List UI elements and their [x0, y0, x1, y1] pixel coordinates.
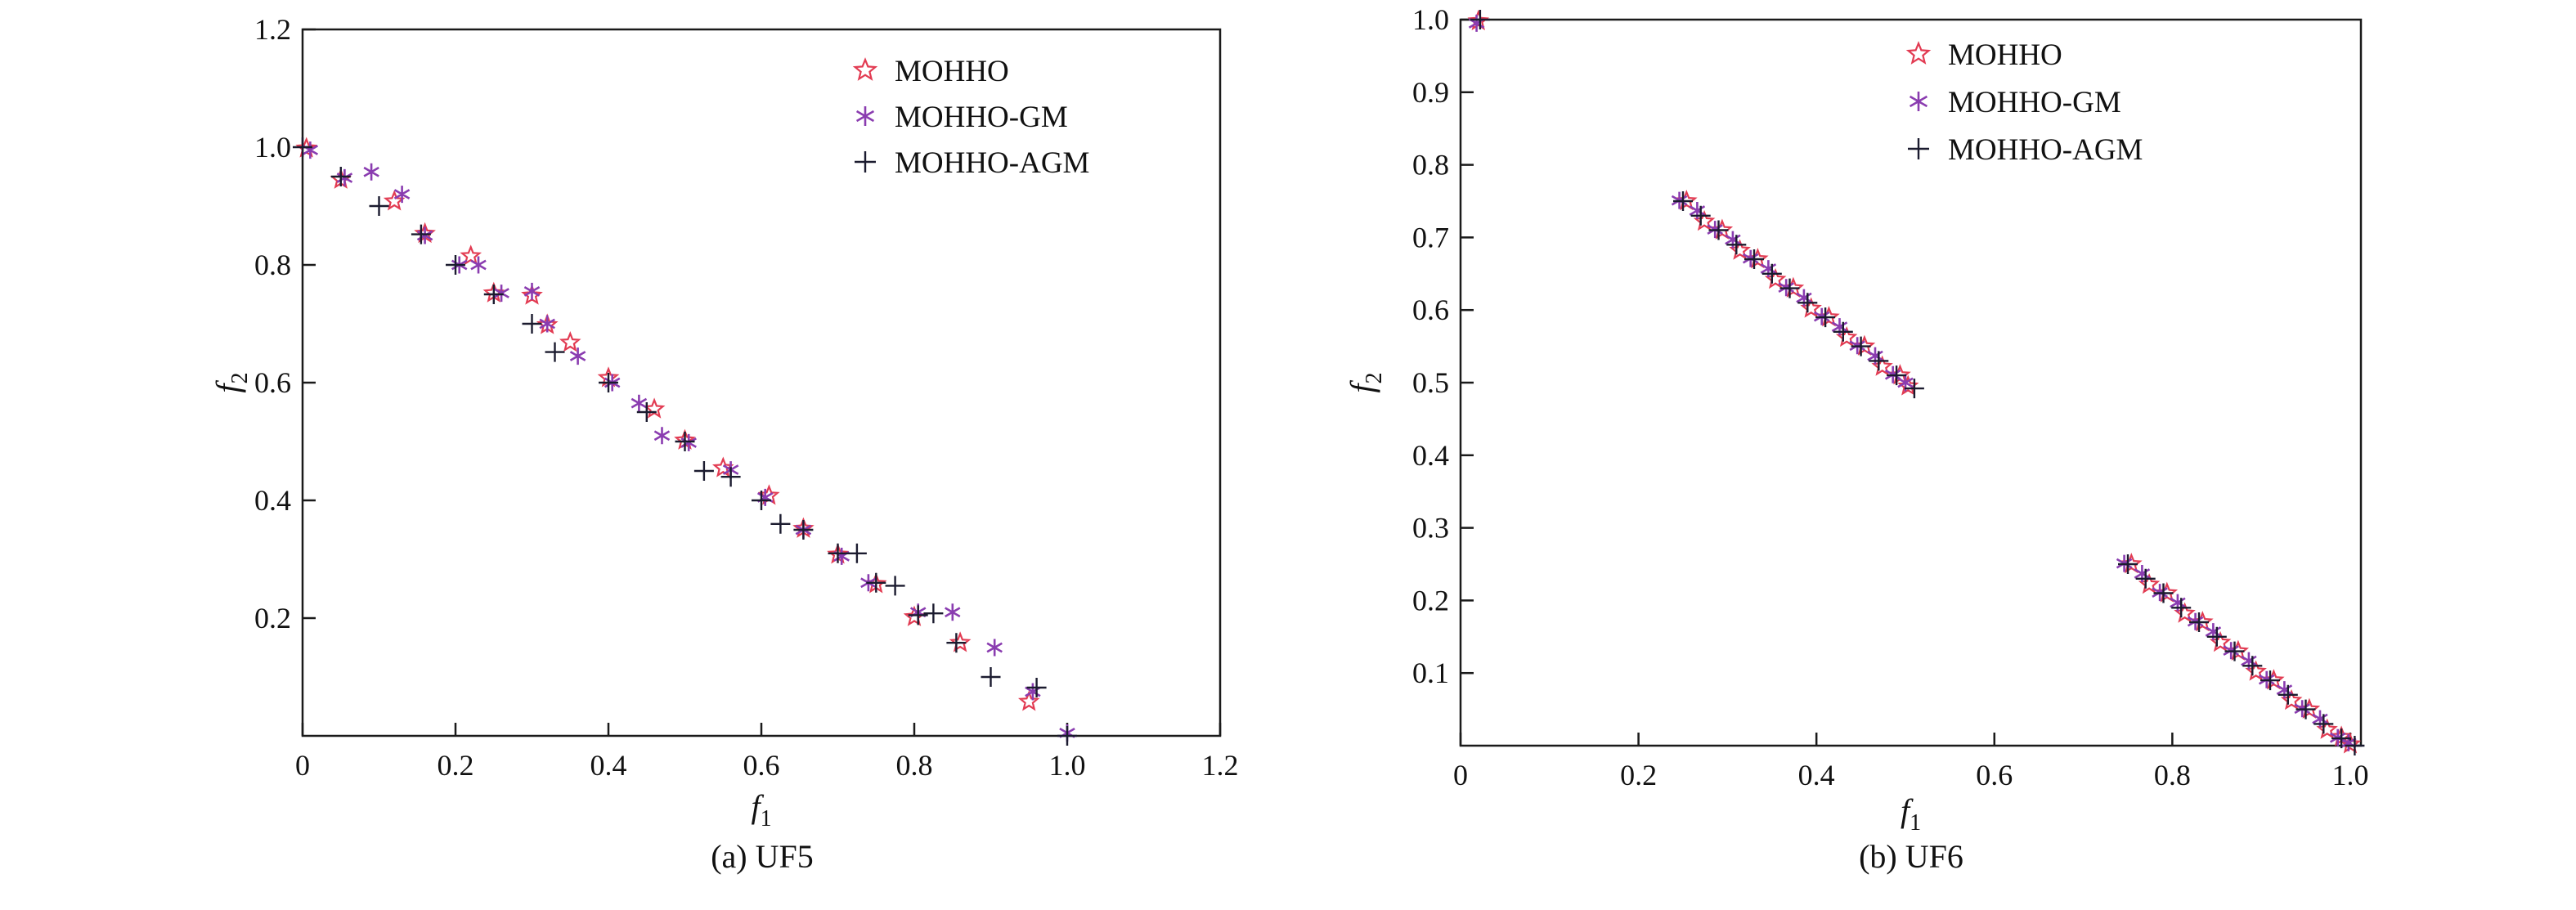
legend-marker-star-icon: [852, 57, 878, 81]
plot-area: 0 0.2 0.4 0.6 0.8 1.0 0.1 0.2 0.3 0.4 0.5 0.6 0.7 0.8…: [1344, 3, 2368, 836]
plot-frame: [301, 28, 1222, 737]
x-tick-label: 1.2: [1202, 749, 1239, 782]
y-tick-label: 0.6: [1412, 294, 1449, 326]
x-tick-label: 0.6: [1976, 759, 2013, 791]
legend: MOHHO MOHHO-GM MOHHO-AGM: [852, 55, 1089, 180]
y-tick-label: 0.1: [1412, 657, 1449, 689]
y-tick-label: 0.5: [1412, 366, 1449, 399]
y-tick-label: 0.4: [254, 484, 291, 517]
series-MOHHO: [295, 137, 1040, 711]
x-axis-label: f1: [1901, 792, 1921, 836]
x-tick-label: 1.0: [1049, 749, 1086, 782]
series-MOHHO-AGM: [293, 137, 1077, 746]
x-tick-label: 0.2: [438, 749, 474, 782]
series-MOHHO-AGM: [1470, 10, 2365, 755]
x-tick-label: 0.4: [590, 749, 627, 782]
y-tick-label: 1.0: [254, 131, 291, 164]
uf6-scatter-chart: 0 0.2 0.4 0.6 0.8 1.0 0.1 0.2 0.3 0.4 0.5 0.6 0.7 0.8…: [1344, 3, 2368, 836]
x-tick-label: 1.0: [2331, 759, 2368, 791]
y-tick-label: 0.3: [1412, 512, 1449, 545]
legend-marker-asterisk-icon: [1909, 92, 1928, 111]
legend-label: MOHHO-AGM: [1948, 133, 2143, 167]
y-tick-label: 0.7: [1412, 221, 1449, 253]
legend-label: MOHHO-AGM: [895, 146, 1089, 180]
y-tick-label: 1.2: [254, 13, 291, 46]
legend-marker-star-icon: [1905, 41, 1932, 65]
y-tick-label: 0.2: [254, 602, 291, 634]
y-tick-label: 1.0: [1412, 3, 1449, 36]
x-tick-label: 0.4: [1798, 759, 1835, 791]
legend-label: MOHHO: [895, 55, 1009, 88]
y-axis-label: f2: [209, 372, 253, 392]
y-tick-label: 0.6: [254, 366, 291, 399]
y-tick-label: 0.8: [1412, 149, 1449, 182]
y-tick-label: 0.8: [254, 249, 291, 281]
caption-uf5: (a) UF5: [711, 838, 814, 875]
y-tick-label: 0.2: [1412, 584, 1449, 616]
x-tick-label: 0: [295, 749, 310, 782]
legend: MOHHO MOHHO-GM MOHHO-AGM: [1905, 38, 2143, 167]
plot-area: 0 0.2 0.4 0.6 0.8 1.0 1.2 0.2 0.4 0.6 0.8 1.0 1.2 f1 f…: [209, 13, 1239, 832]
x-tick-label: 0.8: [896, 749, 933, 782]
x-tick-label: 0.6: [743, 749, 780, 782]
x-tick-label: 0: [1453, 759, 1468, 791]
y-axis: 0.1 0.2 0.3 0.4 0.5 0.6 0.7 0.8 0.9 1.0: [1412, 3, 1474, 689]
x-axis: 0 0.2 0.4 0.6 0.8 1.0: [1453, 733, 2368, 791]
y-tick-label: 0.9: [1412, 76, 1449, 109]
legend-label: MOHHO-GM: [895, 101, 1068, 134]
y-axis: 0.2 0.4 0.6 0.8 1.0 1.2: [254, 13, 316, 634]
chart-panel-uf6: 0 0.2 0.4 0.6 0.8 1.0 0.1 0.2 0.3 0.4 0.5 0.6 0.7 0.8…: [1288, 0, 2576, 910]
x-axis: 0 0.2 0.4 0.6 0.8 1.0 1.2: [295, 723, 1239, 782]
legend-marker-plus-icon: [1908, 138, 1929, 159]
x-tick-label: 0.2: [1620, 759, 1657, 791]
legend-label: MOHHO: [1948, 38, 2062, 72]
x-tick-label: 0.8: [2154, 759, 2191, 791]
legend-marker-asterisk-icon: [855, 106, 875, 126]
legend-marker-plus-icon: [855, 151, 876, 173]
legend-label: MOHHO-GM: [1948, 86, 2121, 119]
uf5-scatter-chart: 0 0.2 0.4 0.6 0.8 1.0 1.2 0.2 0.4 0.6 0.8 1.0 1.2 f1 f…: [209, 13, 1239, 832]
x-axis-label: f1: [751, 788, 771, 832]
y-axis-label: f2: [1344, 372, 1387, 392]
y-tick-label: 0.4: [1412, 439, 1449, 472]
caption-uf6: (b) UF6: [1859, 838, 1963, 875]
chart-panel-uf5: 0 0.2 0.4 0.6 0.8 1.0 1.2 0.2 0.4 0.6 0.8 1.0 1.2 f1 f…: [209, 13, 1239, 875]
